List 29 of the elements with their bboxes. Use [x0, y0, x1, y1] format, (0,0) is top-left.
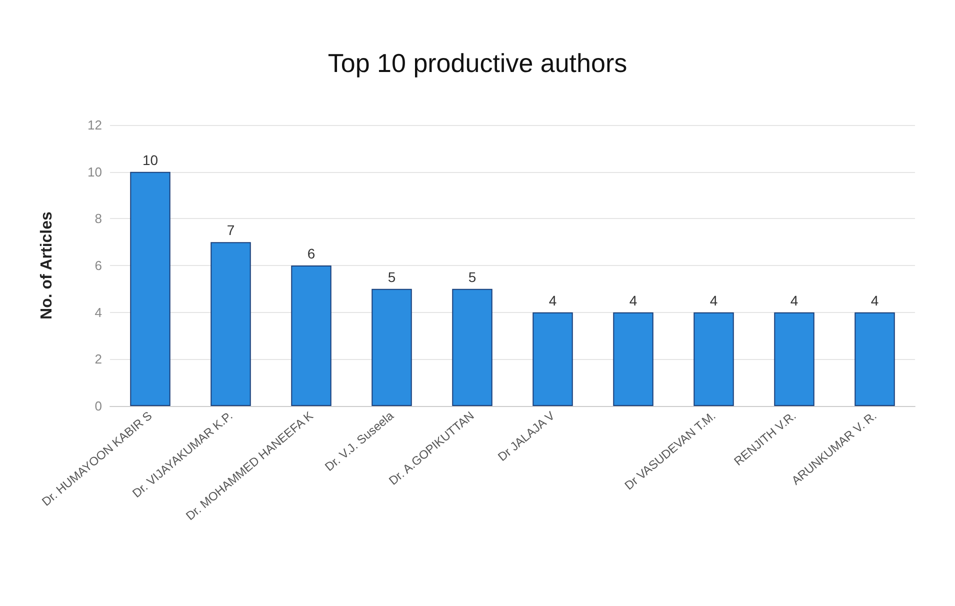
bar	[130, 172, 170, 406]
chart-title: Top 10 productive authors	[328, 48, 628, 78]
bar	[452, 288, 492, 406]
data-label: 4	[790, 292, 798, 308]
data-label: 4	[710, 292, 718, 308]
data-label: 5	[468, 268, 476, 285]
data-label: 10	[142, 152, 158, 168]
y-tick-label: 10	[88, 164, 102, 180]
bar	[694, 312, 734, 406]
y-tick-label: 0	[94, 398, 102, 414]
y-tick-label: 6	[94, 258, 102, 273]
data-label: 4	[870, 292, 879, 308]
y-tick-label: 2	[94, 352, 102, 367]
data-label: 4	[548, 292, 557, 308]
data-label: 7	[226, 222, 235, 238]
bar	[854, 312, 895, 406]
bar	[774, 312, 814, 406]
bar	[372, 288, 412, 406]
y-tick-label: 8	[94, 211, 102, 226]
data-label: 6	[307, 246, 316, 262]
y-axis-title: No. of Articles	[38, 211, 56, 320]
bar	[291, 266, 332, 406]
bar	[210, 242, 251, 406]
bar	[532, 312, 573, 406]
y-tick-label: 12	[88, 118, 102, 132]
data-label: 4	[629, 292, 638, 308]
data-label: 5	[388, 268, 396, 285]
bar	[613, 312, 654, 406]
y-tick-label: 4	[94, 304, 102, 320]
